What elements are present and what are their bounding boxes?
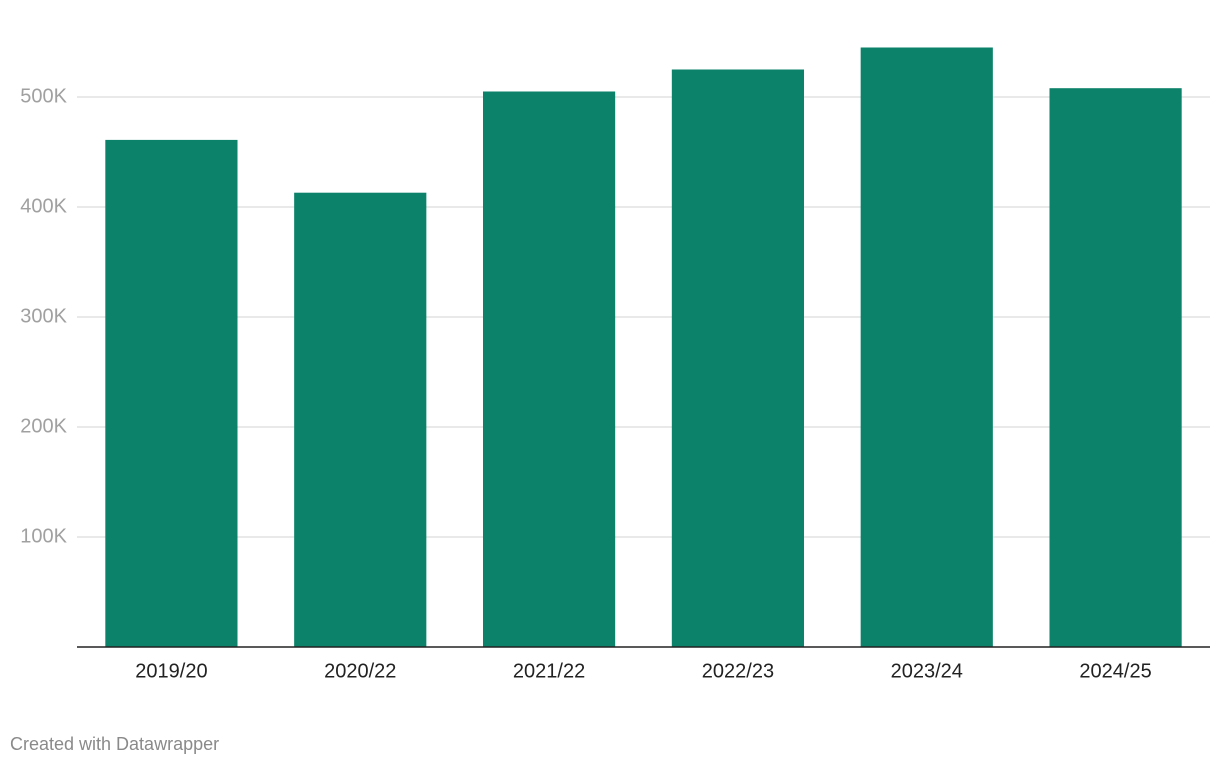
- bar: [105, 139, 238, 647]
- x-tick-label: 2019/20: [135, 660, 207, 682]
- y-tick-label: 500K: [20, 85, 67, 107]
- bar: [860, 47, 993, 647]
- bar: [1049, 88, 1182, 647]
- bar: [294, 192, 427, 647]
- y-tick-label: 100K: [20, 525, 67, 547]
- x-tick-label: 2023/24: [891, 660, 963, 682]
- y-tick-label: 300K: [20, 305, 67, 327]
- y-tick-label: 200K: [20, 415, 67, 437]
- x-tick-label: 2024/25: [1079, 660, 1151, 682]
- bar: [482, 91, 616, 647]
- y-tick-label: 400K: [20, 195, 67, 217]
- x-tick-label: 2020/22: [324, 660, 396, 682]
- x-tick-label: 2022/23: [702, 660, 774, 682]
- x-tick-label: 2021/22: [513, 660, 585, 682]
- credit: Created with Datawrapper: [10, 734, 219, 754]
- bar: [671, 69, 805, 647]
